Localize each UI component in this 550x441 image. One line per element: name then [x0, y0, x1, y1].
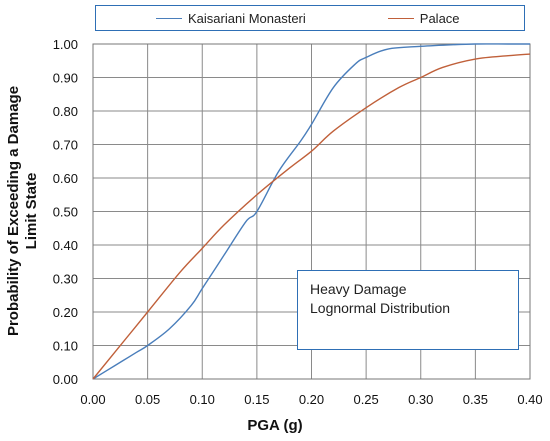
y-tick-label: 0.50: [53, 205, 78, 220]
y-tick-label: 0.70: [53, 138, 78, 153]
x-tick-label: 0.35: [463, 392, 488, 407]
x-axis-label: PGA (g): [247, 417, 302, 434]
legend-swatch-palace: [387, 17, 414, 19]
annotation-line-2: Lognormal Distribution: [310, 300, 451, 316]
y-axis-label-line-2: Limit State: [23, 173, 40, 250]
y-axis-label: Probability of Exceeding a Damage Limit …: [5, 86, 40, 336]
y-tick-label: 0.00: [53, 372, 78, 387]
annotation-box: Heavy Damage Lognormal Distribution: [297, 270, 519, 350]
series-line-palace: [92, 53, 531, 380]
series-line-kaisariani: [92, 43, 530, 380]
plot-border: [92, 43, 531, 380]
y-tick-label: 0.80: [53, 104, 78, 119]
x-tick-label: 0.10: [190, 392, 215, 407]
y-tick-label: 0.20: [53, 305, 78, 320]
legend-swatch-kaisariani: [156, 17, 182, 19]
y-tick-label: 0.10: [53, 339, 78, 354]
x-tick-label: 0.00: [80, 392, 105, 407]
x-tick-labels: 0.00 0.05 0.10 0.15 0.20 0.25 0.30 0.35 0.40: [80, 392, 542, 407]
y-tick-label: 1.00: [53, 37, 78, 52]
x-tick-label: 0.05: [135, 392, 160, 407]
y-tick-label: 0.90: [53, 71, 78, 86]
annotation-line-1: Heavy Damage: [310, 281, 407, 297]
x-tick-label: 0.20: [299, 392, 324, 407]
y-axis-label-line-1: Probability of Exceeding a Damage: [5, 86, 22, 336]
series-lines: [92, 43, 531, 380]
y-tick-label: 0.60: [53, 171, 78, 186]
y-tick-label: 0.30: [53, 272, 78, 287]
y-tick-labels: 0.00 0.10 0.20 0.30 0.40 0.50 0.60 0.70 0.80 0.90…: [53, 37, 78, 387]
legend-item-palace: Palace: [387, 10, 460, 26]
x-tick-label: 0.40: [517, 392, 542, 407]
legend-item-kaisariani: Kaisariani Monasteri: [156, 11, 306, 26]
legend-label-palace: Palace: [419, 10, 460, 26]
x-tick-label: 0.25: [353, 392, 378, 407]
x-tick-label: 0.30: [408, 392, 433, 407]
legend-label-kaisariani: Kaisariani Monasteri: [188, 10, 306, 26]
x-tick-label: 0.15: [244, 392, 269, 407]
legend: Kaisariani Monasteri Palace: [95, 5, 525, 31]
y-tick-label: 0.40: [53, 238, 78, 253]
